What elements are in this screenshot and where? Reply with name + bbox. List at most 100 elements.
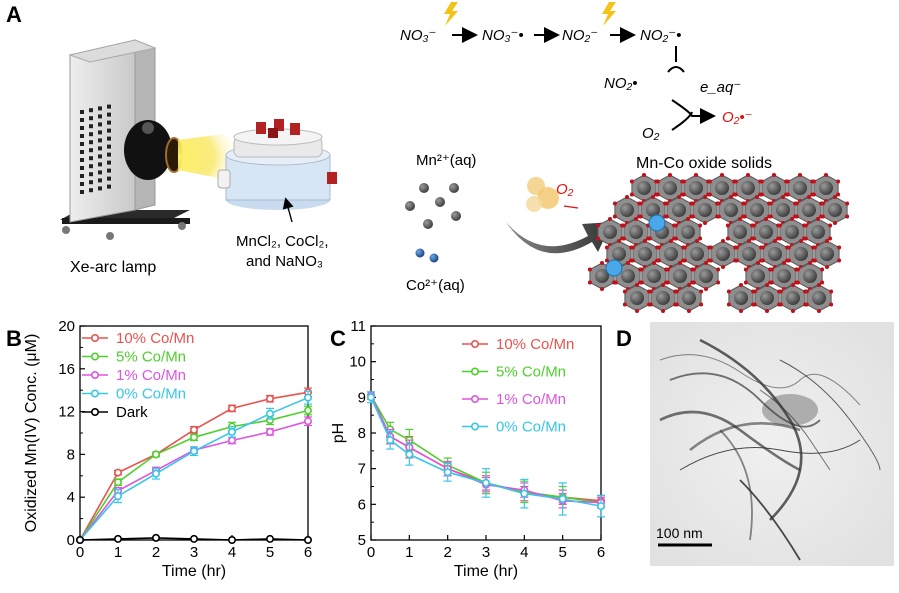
- nanosheet-fold: [739, 479, 801, 561]
- lamp-vent-hole: [89, 188, 93, 193]
- lamp-vent-hole: [98, 114, 102, 119]
- lamp-vent-hole: [89, 172, 93, 177]
- y-tick-label: 8: [358, 425, 366, 442]
- reactor-vessel-illustration: [217, 119, 337, 223]
- oxygen-atom: [820, 214, 825, 219]
- oxygen-atom: [836, 179, 841, 184]
- lamp-vent-hole: [98, 186, 102, 191]
- oxygen-atom: [625, 195, 629, 199]
- lamp-vent-hole: [98, 138, 102, 143]
- oxygen-atom: [661, 309, 665, 313]
- lamp-vent-hole: [80, 190, 84, 194]
- reaction-scheme: NO₃⁻ NO₃⁻• NO₂⁻ NO₂⁻• NO₂• e_aq⁻ O₂ O₂•⁻: [400, 2, 753, 142]
- mn-atom: [759, 225, 773, 239]
- nanosheet-fold: [779, 359, 881, 471]
- oxygen-atom: [803, 236, 808, 241]
- mn-ions-illustration: [405, 183, 461, 229]
- data-point: [114, 534, 123, 543]
- oxygen-atom: [739, 283, 743, 287]
- oxygen-atom: [829, 289, 834, 294]
- oxygen-atom: [734, 245, 739, 250]
- oxygen-atom: [673, 223, 678, 228]
- data-point: [366, 393, 375, 402]
- oxygen-atom: [604, 258, 609, 263]
- legend-label: 0% Co/Mn: [116, 386, 186, 403]
- mn-atom: [802, 203, 816, 217]
- lamp-vent-hole: [89, 140, 93, 145]
- oxygen-atom: [733, 192, 738, 197]
- oxygen-atom: [769, 267, 774, 272]
- x-tick-label: 4: [520, 544, 528, 561]
- oxygen-atom: [828, 236, 833, 241]
- oxygen-atom: [738, 217, 742, 221]
- mn-atom: [785, 225, 799, 239]
- oxygen-atom: [587, 267, 592, 272]
- oxygen-atom: [743, 267, 748, 272]
- mn-atom: [751, 269, 765, 283]
- o2-bubbles-illustration: [526, 177, 559, 212]
- oxygen-atom: [760, 258, 765, 263]
- mn-atom: [629, 225, 643, 239]
- oxygen-atom: [845, 201, 850, 206]
- oxygen-atom: [778, 289, 783, 294]
- legend-marker: [91, 389, 100, 398]
- legend-marker: [470, 394, 479, 403]
- mn-atom: [689, 181, 703, 195]
- oxygen-atom: [629, 179, 634, 184]
- oxygen-atom: [639, 267, 644, 272]
- oxygen-atom: [751, 236, 756, 241]
- oxygen-atom: [643, 239, 647, 243]
- lamp-vent-hole: [89, 132, 93, 137]
- data-point: [190, 447, 199, 456]
- reactor-label-line2: and NaNO₃: [246, 253, 323, 270]
- oxygen-atom: [785, 179, 790, 184]
- mn-atom: [715, 181, 729, 195]
- oxygen-atom: [837, 258, 842, 263]
- oxygen-atom: [725, 223, 730, 228]
- oxygen-atom: [791, 309, 795, 313]
- o2-label: O₂: [556, 181, 574, 198]
- oxygen-atom: [743, 280, 748, 285]
- nanosheet-fold: [699, 338, 803, 521]
- mn-atom: [638, 247, 652, 261]
- data-point: [386, 436, 395, 445]
- oxygen-atom: [726, 302, 731, 307]
- oxygen-atom: [824, 173, 828, 177]
- mn-atom: [741, 181, 755, 195]
- mn-atom: [621, 269, 635, 283]
- oxygen-atom: [617, 239, 621, 243]
- oxygen-atom: [760, 245, 765, 250]
- oxygen-atom: [836, 192, 841, 197]
- y-axis-label: Oxidized Mn(IV) Conc. (μM): [23, 334, 40, 533]
- oxygen-atom: [781, 195, 785, 199]
- oxygen-atom: [707, 192, 712, 197]
- x-tick-label: 0: [367, 544, 375, 561]
- chart-c: 0 1 2 3 4 5 6 5 6 7 8 9 10 11 Time (hr) pH 10% Co/Mn 5% C…: [330, 318, 605, 580]
- oxygen-atom: [795, 280, 800, 285]
- oxygen-atom: [682, 245, 687, 250]
- mn-ion-label: Mn²⁺(aq): [416, 152, 476, 169]
- mn-atom: [776, 203, 790, 217]
- scheme-nitrate-radical: NO₃⁻•: [482, 27, 524, 44]
- scale-bar-label: 100 nm: [656, 525, 703, 541]
- oxygen-atom: [747, 239, 751, 243]
- co-atom: [648, 214, 666, 232]
- mn-atom: [647, 269, 661, 283]
- oxygen-atom: [655, 192, 660, 197]
- oxygen-atom: [752, 302, 757, 307]
- oxygen-atom: [665, 280, 670, 285]
- oxygen-atom: [772, 173, 776, 177]
- mn-atom: [777, 269, 791, 283]
- data-point: [303, 535, 312, 544]
- lamp-vent-hole: [107, 184, 111, 189]
- oxygen-atom: [626, 261, 630, 265]
- lamp-vent-hole: [80, 158, 84, 162]
- y-tick-label: 9: [358, 389, 366, 406]
- y-tick-label: 4: [67, 489, 75, 506]
- legend-label: 5% Co/Mn: [496, 364, 566, 381]
- lamp-vent-hole: [98, 146, 102, 151]
- oxygen-atom: [629, 192, 634, 197]
- oxygen-atom: [807, 195, 811, 199]
- oxygen-atom: [673, 236, 678, 241]
- scheme-eaq: e_aq⁻: [700, 79, 741, 96]
